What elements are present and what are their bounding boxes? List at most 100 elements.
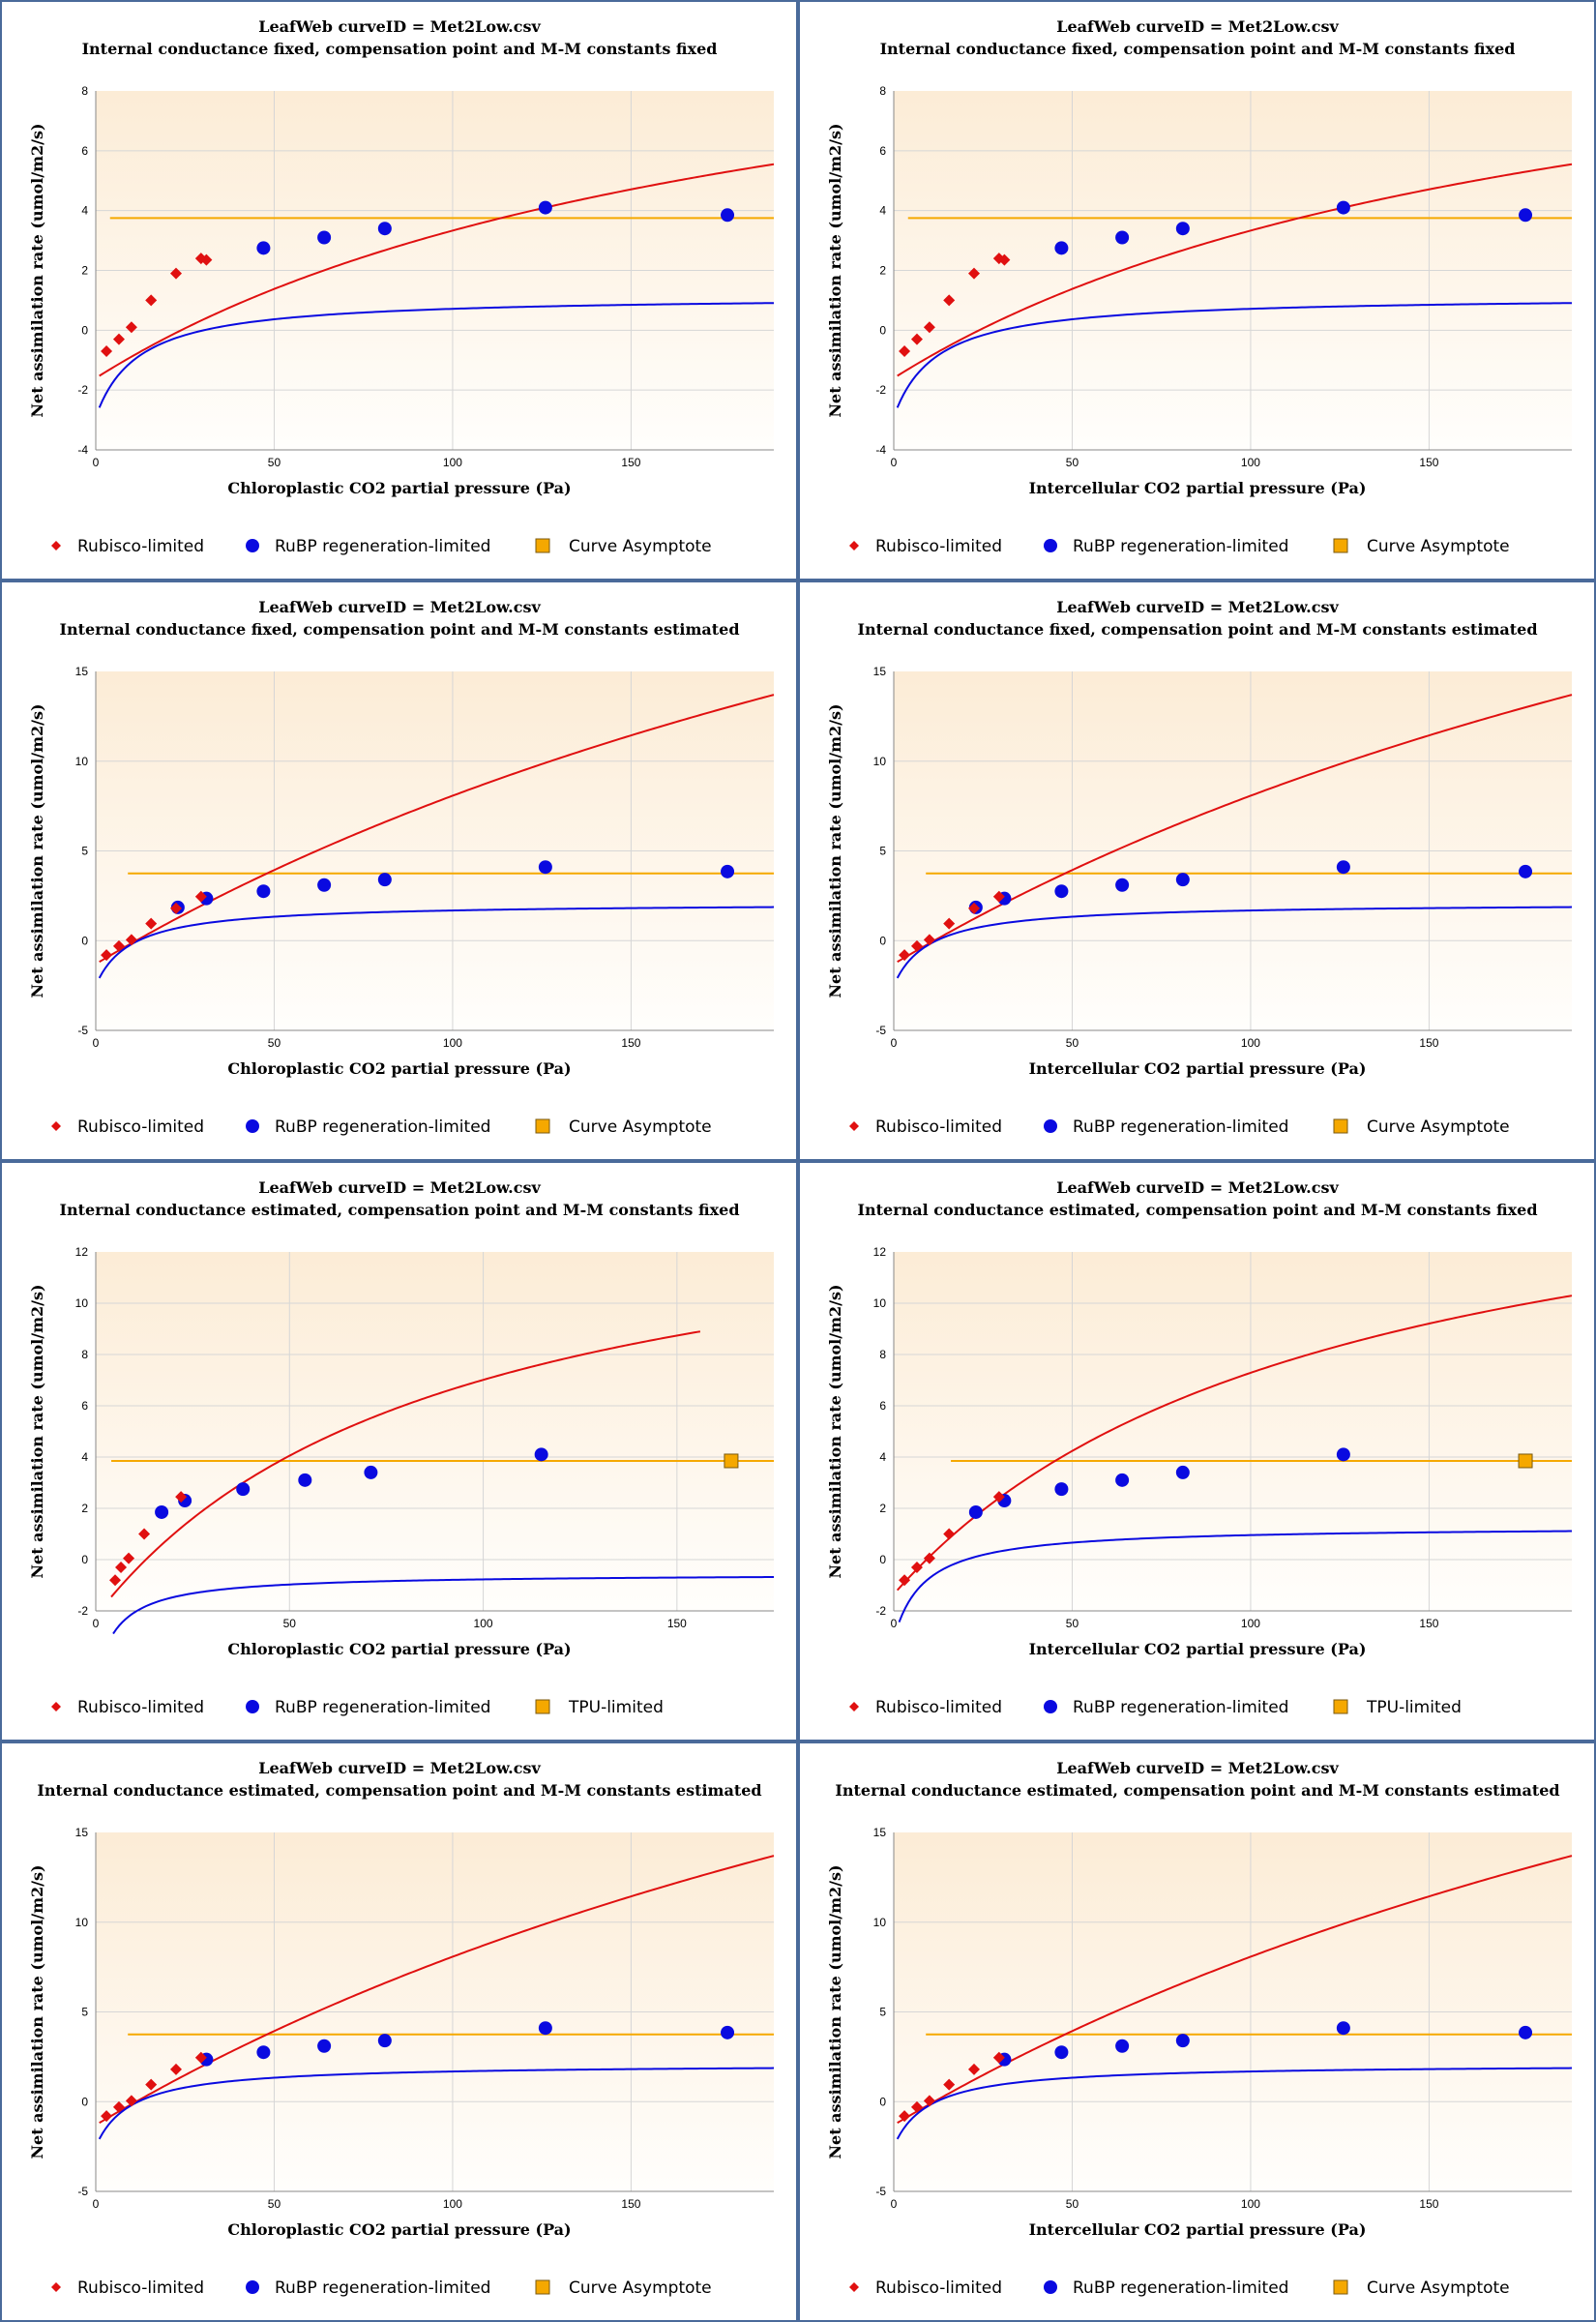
legend-rubp-label: RuBP regeneration-limited bbox=[275, 2278, 490, 2298]
legend-third-label: Curve Asymptote bbox=[569, 1117, 712, 1137]
legend-third-marker bbox=[535, 1118, 550, 1134]
rubisco-point bbox=[943, 294, 956, 307]
rubp-point bbox=[256, 2045, 271, 2060]
chart-panel-1: 0 50 100 150 -4 -2 0 2 4 6 8 LeafWeb curveID = Met2… bbox=[0, 0, 798, 580]
y-tick-label: -4 bbox=[875, 443, 886, 457]
rubp-point bbox=[317, 878, 332, 892]
x-tick-label: 0 bbox=[93, 1617, 100, 1630]
x-tick-label: 150 bbox=[621, 456, 640, 469]
y-axis-label: Net assimilation rate (umol/m2/s) bbox=[28, 1284, 46, 1578]
rubp-point bbox=[155, 1504, 169, 1519]
x-axis-label: Chloroplastic CO2 partial pressure (Pa) bbox=[227, 1640, 571, 1658]
rubisco-point bbox=[101, 2110, 113, 2123]
y-tick-label: 4 bbox=[879, 1450, 886, 1464]
y-tick-label: 5 bbox=[81, 2006, 88, 2019]
legend-third-label: Curve Asymptote bbox=[569, 2278, 712, 2298]
rubisco-point bbox=[125, 321, 137, 334]
rubisco-point bbox=[923, 2095, 935, 2107]
y-tick-label: 12 bbox=[75, 1245, 89, 1259]
chart-panel-6: 0 50 100 150 -2 0 2 4 6 8 10 12 LeafWeb curveID = Me… bbox=[798, 1161, 1596, 1742]
legend-third-marker bbox=[1333, 1118, 1348, 1134]
legend-rubp-label: RuBP regeneration-limited bbox=[1073, 1698, 1288, 1717]
rubp-curve bbox=[896, 302, 1573, 408]
y-tick-label: 15 bbox=[873, 1826, 887, 1839]
rubp-curve bbox=[898, 1530, 1573, 1623]
y-tick-label: -5 bbox=[77, 1024, 88, 1037]
x-tick-label: 0 bbox=[891, 456, 898, 469]
chart-svg: 0 50 100 150 -4 -2 0 2 4 6 8 LeafWeb curveID = Met2… bbox=[826, 17, 1573, 556]
legend-rubisco-label: Rubisco-limited bbox=[77, 2278, 204, 2298]
legend-third-marker bbox=[535, 1699, 550, 1714]
x-tick-label: 0 bbox=[93, 1036, 100, 1050]
legend-rubisco-label: Rubisco-limited bbox=[875, 537, 1002, 556]
rubp-point bbox=[1519, 208, 1533, 223]
y-tick-label: 10 bbox=[75, 1916, 89, 1929]
x-axis-label: Chloroplastic CO2 partial pressure (Pa) bbox=[227, 2220, 571, 2239]
rubisco-point bbox=[923, 321, 935, 334]
y-tick-label: 0 bbox=[81, 934, 88, 947]
rubisco-point bbox=[943, 2078, 956, 2091]
rubp-point bbox=[1175, 2034, 1190, 2048]
rubisco-point bbox=[112, 333, 125, 345]
x-tick-label: 150 bbox=[1419, 1036, 1438, 1050]
legend-rubisco-marker bbox=[849, 541, 859, 551]
tpu-point bbox=[724, 1453, 739, 1469]
legend-rubisco-label: Rubisco-limited bbox=[875, 2278, 1002, 2298]
chart-title: LeafWeb curveID = Met2Low.csv bbox=[258, 1759, 541, 1777]
chart-svg: 0 50 100 150 -5 0 5 10 15 LeafWeb curveID = Met2L… bbox=[826, 1759, 1573, 2298]
x-tick-label: 50 bbox=[1066, 1036, 1079, 1050]
rubp-point bbox=[1115, 2039, 1130, 2053]
rubp-point bbox=[1519, 864, 1533, 878]
rubp-point bbox=[538, 200, 552, 215]
chart-subtitle: Internal conductance estimated, compensa… bbox=[37, 1781, 761, 1800]
x-tick-label: 100 bbox=[443, 1036, 462, 1050]
chart-svg: 0 50 100 150 -5 0 5 10 15 LeafWeb curveID = Met2L… bbox=[28, 1759, 775, 2298]
rubisco-curve bbox=[896, 1295, 1573, 1592]
rubp-point bbox=[377, 873, 392, 887]
rubisco-point bbox=[899, 1574, 911, 1587]
y-tick-label: 6 bbox=[879, 1399, 886, 1413]
y-tick-label: 2 bbox=[879, 264, 886, 278]
x-axis-label: Intercellular CO2 partial pressure (Pa) bbox=[1029, 1640, 1367, 1658]
x-tick-label: 100 bbox=[1241, 2197, 1260, 2211]
legend-rubp-label: RuBP regeneration-limited bbox=[275, 1698, 490, 1717]
rubp-curve bbox=[896, 906, 1573, 979]
legend-rubp-label: RuBP regeneration-limited bbox=[1073, 2278, 1288, 2298]
chart-title: LeafWeb curveID = Met2Low.csv bbox=[258, 1178, 541, 1197]
x-tick-label: 100 bbox=[1241, 1036, 1260, 1050]
plot-area bbox=[894, 1252, 1572, 1611]
legend-rubisco-label: Rubisco-limited bbox=[875, 1117, 1002, 1137]
rubisco-point bbox=[910, 1561, 923, 1573]
chart-panel-2: 0 50 100 150 -4 -2 0 2 4 6 8 LeafWeb curveID = Met2… bbox=[798, 0, 1596, 580]
rubp-point bbox=[1336, 860, 1350, 875]
rubisco-point bbox=[145, 2078, 158, 2091]
legend-rubp-marker bbox=[1044, 2280, 1057, 2294]
rubisco-point bbox=[992, 890, 1005, 903]
y-axis-label: Net assimilation rate (umol/m2/s) bbox=[826, 1864, 844, 2158]
legend-third-label: Curve Asymptote bbox=[569, 537, 712, 556]
legend-rubp-label: RuBP regeneration-limited bbox=[275, 537, 490, 556]
chart-subtitle: Internal conductance fixed, compensation… bbox=[82, 40, 718, 58]
rubp-point bbox=[721, 208, 735, 223]
chart-svg: 0 50 100 150 -5 0 5 10 15 LeafWeb curveID = Met2L… bbox=[28, 598, 775, 1137]
rubisco-point bbox=[170, 267, 183, 280]
rubisco-point bbox=[170, 902, 183, 914]
plot-area bbox=[96, 1252, 774, 1611]
legend-rubisco-marker bbox=[51, 2282, 61, 2292]
y-tick-label: -5 bbox=[875, 1024, 886, 1037]
legend-rubp-marker bbox=[246, 2280, 259, 2294]
rubp-point bbox=[1054, 884, 1069, 899]
x-tick-label: 50 bbox=[1066, 1617, 1079, 1630]
legend-rubisco-marker bbox=[51, 541, 61, 551]
rubp-point bbox=[1175, 873, 1190, 887]
x-tick-label: 50 bbox=[268, 1036, 281, 1050]
x-tick-label: 100 bbox=[443, 2197, 462, 2211]
y-tick-label: 10 bbox=[873, 755, 887, 768]
legend-rubisco-label: Rubisco-limited bbox=[875, 1698, 1002, 1717]
rubp-point bbox=[1175, 1465, 1190, 1479]
y-tick-label: 2 bbox=[81, 264, 88, 278]
rubp-point bbox=[1115, 1473, 1130, 1487]
rubp-point bbox=[317, 230, 332, 245]
y-tick-label: 4 bbox=[81, 1450, 88, 1464]
